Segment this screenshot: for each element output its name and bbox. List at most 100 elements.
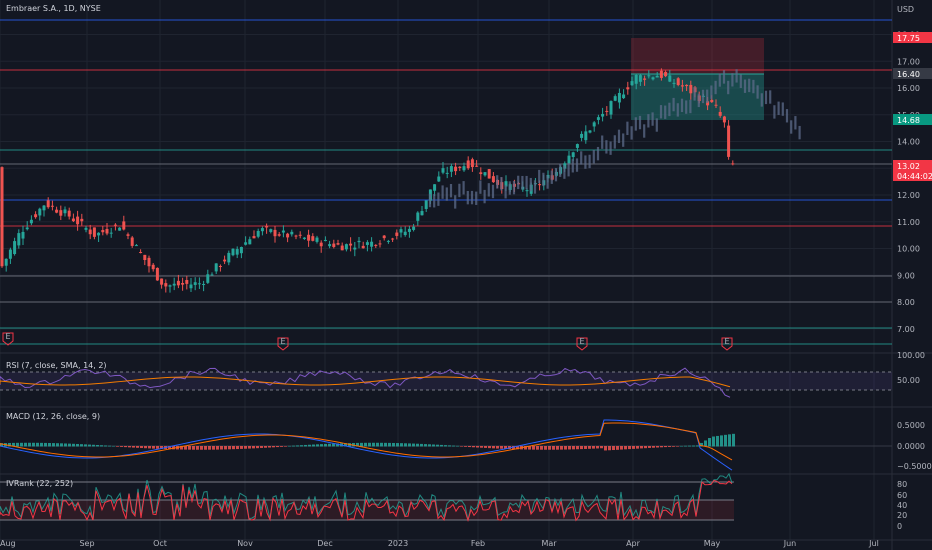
candle — [722, 116, 726, 123]
candle — [269, 229, 273, 232]
macd-histogram-bar — [320, 444, 323, 447]
candle — [613, 96, 617, 101]
candle — [609, 101, 613, 115]
macd-histogram-bar — [112, 445, 115, 447]
macd-histogram-bar — [424, 444, 427, 447]
price-tick: 14.00 — [897, 138, 920, 147]
price-tag-t2: 16.40 — [897, 70, 920, 79]
macd-histogram-bar — [584, 446, 587, 449]
macd-tick: 0.0000 — [897, 442, 925, 451]
candle — [651, 77, 655, 80]
candle — [151, 264, 155, 270]
macd-histogram-bar — [568, 446, 571, 450]
macd-histogram-bar — [180, 446, 183, 450]
candle — [487, 169, 491, 179]
macd-histogram-bar — [720, 435, 723, 447]
macd-histogram-bar — [376, 442, 379, 447]
candle — [113, 224, 117, 226]
macd-histogram-bar — [696, 445, 699, 447]
macd-histogram-bar — [588, 446, 591, 449]
macd-histogram-bar — [68, 443, 71, 447]
candle — [105, 228, 109, 234]
price-tag-t4: 13.02 — [897, 162, 920, 171]
earnings-marker-label: E — [5, 332, 10, 341]
macd-histogram-bar — [400, 443, 403, 447]
earnings-marker-label: E — [280, 337, 285, 346]
candle — [378, 243, 382, 245]
time-tick: Aug — [0, 539, 16, 548]
time-tick: Dec — [317, 539, 332, 548]
macd-histogram-bar — [624, 446, 627, 450]
macd-histogram-bar — [416, 443, 419, 447]
macd-histogram-bar — [72, 443, 75, 447]
macd-histogram-bar — [688, 445, 691, 447]
macd-histogram-bar — [732, 433, 735, 447]
macd-histogram-bar — [512, 446, 515, 450]
macd-histogram-bar — [680, 445, 683, 447]
price-tick: 16.00 — [897, 84, 920, 93]
macd-histogram-bar — [272, 446, 275, 448]
macd-histogram-bar — [280, 446, 283, 447]
macd-histogram-bar — [712, 436, 715, 447]
candle — [344, 244, 348, 250]
ivrank-tick: 80 — [897, 480, 907, 489]
macd-histogram-bar — [560, 446, 563, 450]
macd-histogram-bar — [156, 446, 159, 449]
candle — [617, 92, 621, 103]
macd-histogram-bar — [544, 446, 547, 450]
candle — [685, 84, 689, 87]
candle — [504, 181, 508, 187]
macd-histogram-bar — [436, 444, 439, 447]
macd-histogram-bar — [232, 446, 235, 450]
macd-histogram-bar — [728, 434, 731, 447]
candle — [147, 257, 151, 267]
macd-histogram-bar — [276, 446, 279, 448]
candle — [71, 218, 75, 222]
macd-histogram-bar — [524, 446, 527, 450]
candle — [21, 231, 25, 239]
candle — [449, 166, 453, 172]
macd-histogram-bar — [144, 446, 147, 449]
macd-histogram-bar — [28, 442, 31, 447]
price-tag-bg — [893, 32, 932, 43]
candle — [416, 212, 420, 221]
price-tag-bg — [893, 170, 932, 181]
macd-histogram-bar — [120, 446, 123, 447]
macd-histogram-bar — [228, 446, 231, 450]
candle — [265, 226, 269, 228]
candle — [0, 167, 4, 267]
candle — [466, 160, 470, 169]
macd-histogram-bar — [676, 446, 679, 447]
macd-histogram-bar — [492, 446, 495, 449]
candle — [294, 235, 298, 237]
candle — [290, 231, 294, 235]
macd-histogram-bar — [88, 444, 91, 447]
candle — [46, 200, 50, 208]
candle — [584, 131, 588, 141]
candle — [437, 176, 441, 182]
candle — [281, 230, 285, 233]
macd-histogram-bar — [8, 442, 11, 447]
earnings-marker-3 — [721, 337, 733, 351]
candle — [588, 130, 592, 133]
macd-histogram-bar — [140, 446, 143, 449]
macd-histogram-bar — [160, 446, 163, 449]
candle — [134, 245, 138, 247]
candle — [332, 243, 336, 247]
candle — [328, 244, 332, 247]
candle — [441, 168, 445, 173]
candle — [458, 166, 462, 168]
earnings-marker-label: E — [579, 337, 584, 346]
macd-histogram-bar — [92, 444, 95, 447]
macd-histogram-bar — [84, 444, 87, 447]
candle — [84, 227, 88, 230]
macd-histogram-bar — [12, 442, 15, 447]
macd-histogram-bar — [40, 442, 43, 447]
macd-histogram-bar — [464, 446, 467, 447]
candle — [55, 209, 59, 213]
candle — [395, 232, 399, 236]
macd-histogram-bar — [384, 442, 387, 447]
candle — [29, 219, 33, 224]
macd-histogram-bar — [132, 446, 135, 448]
